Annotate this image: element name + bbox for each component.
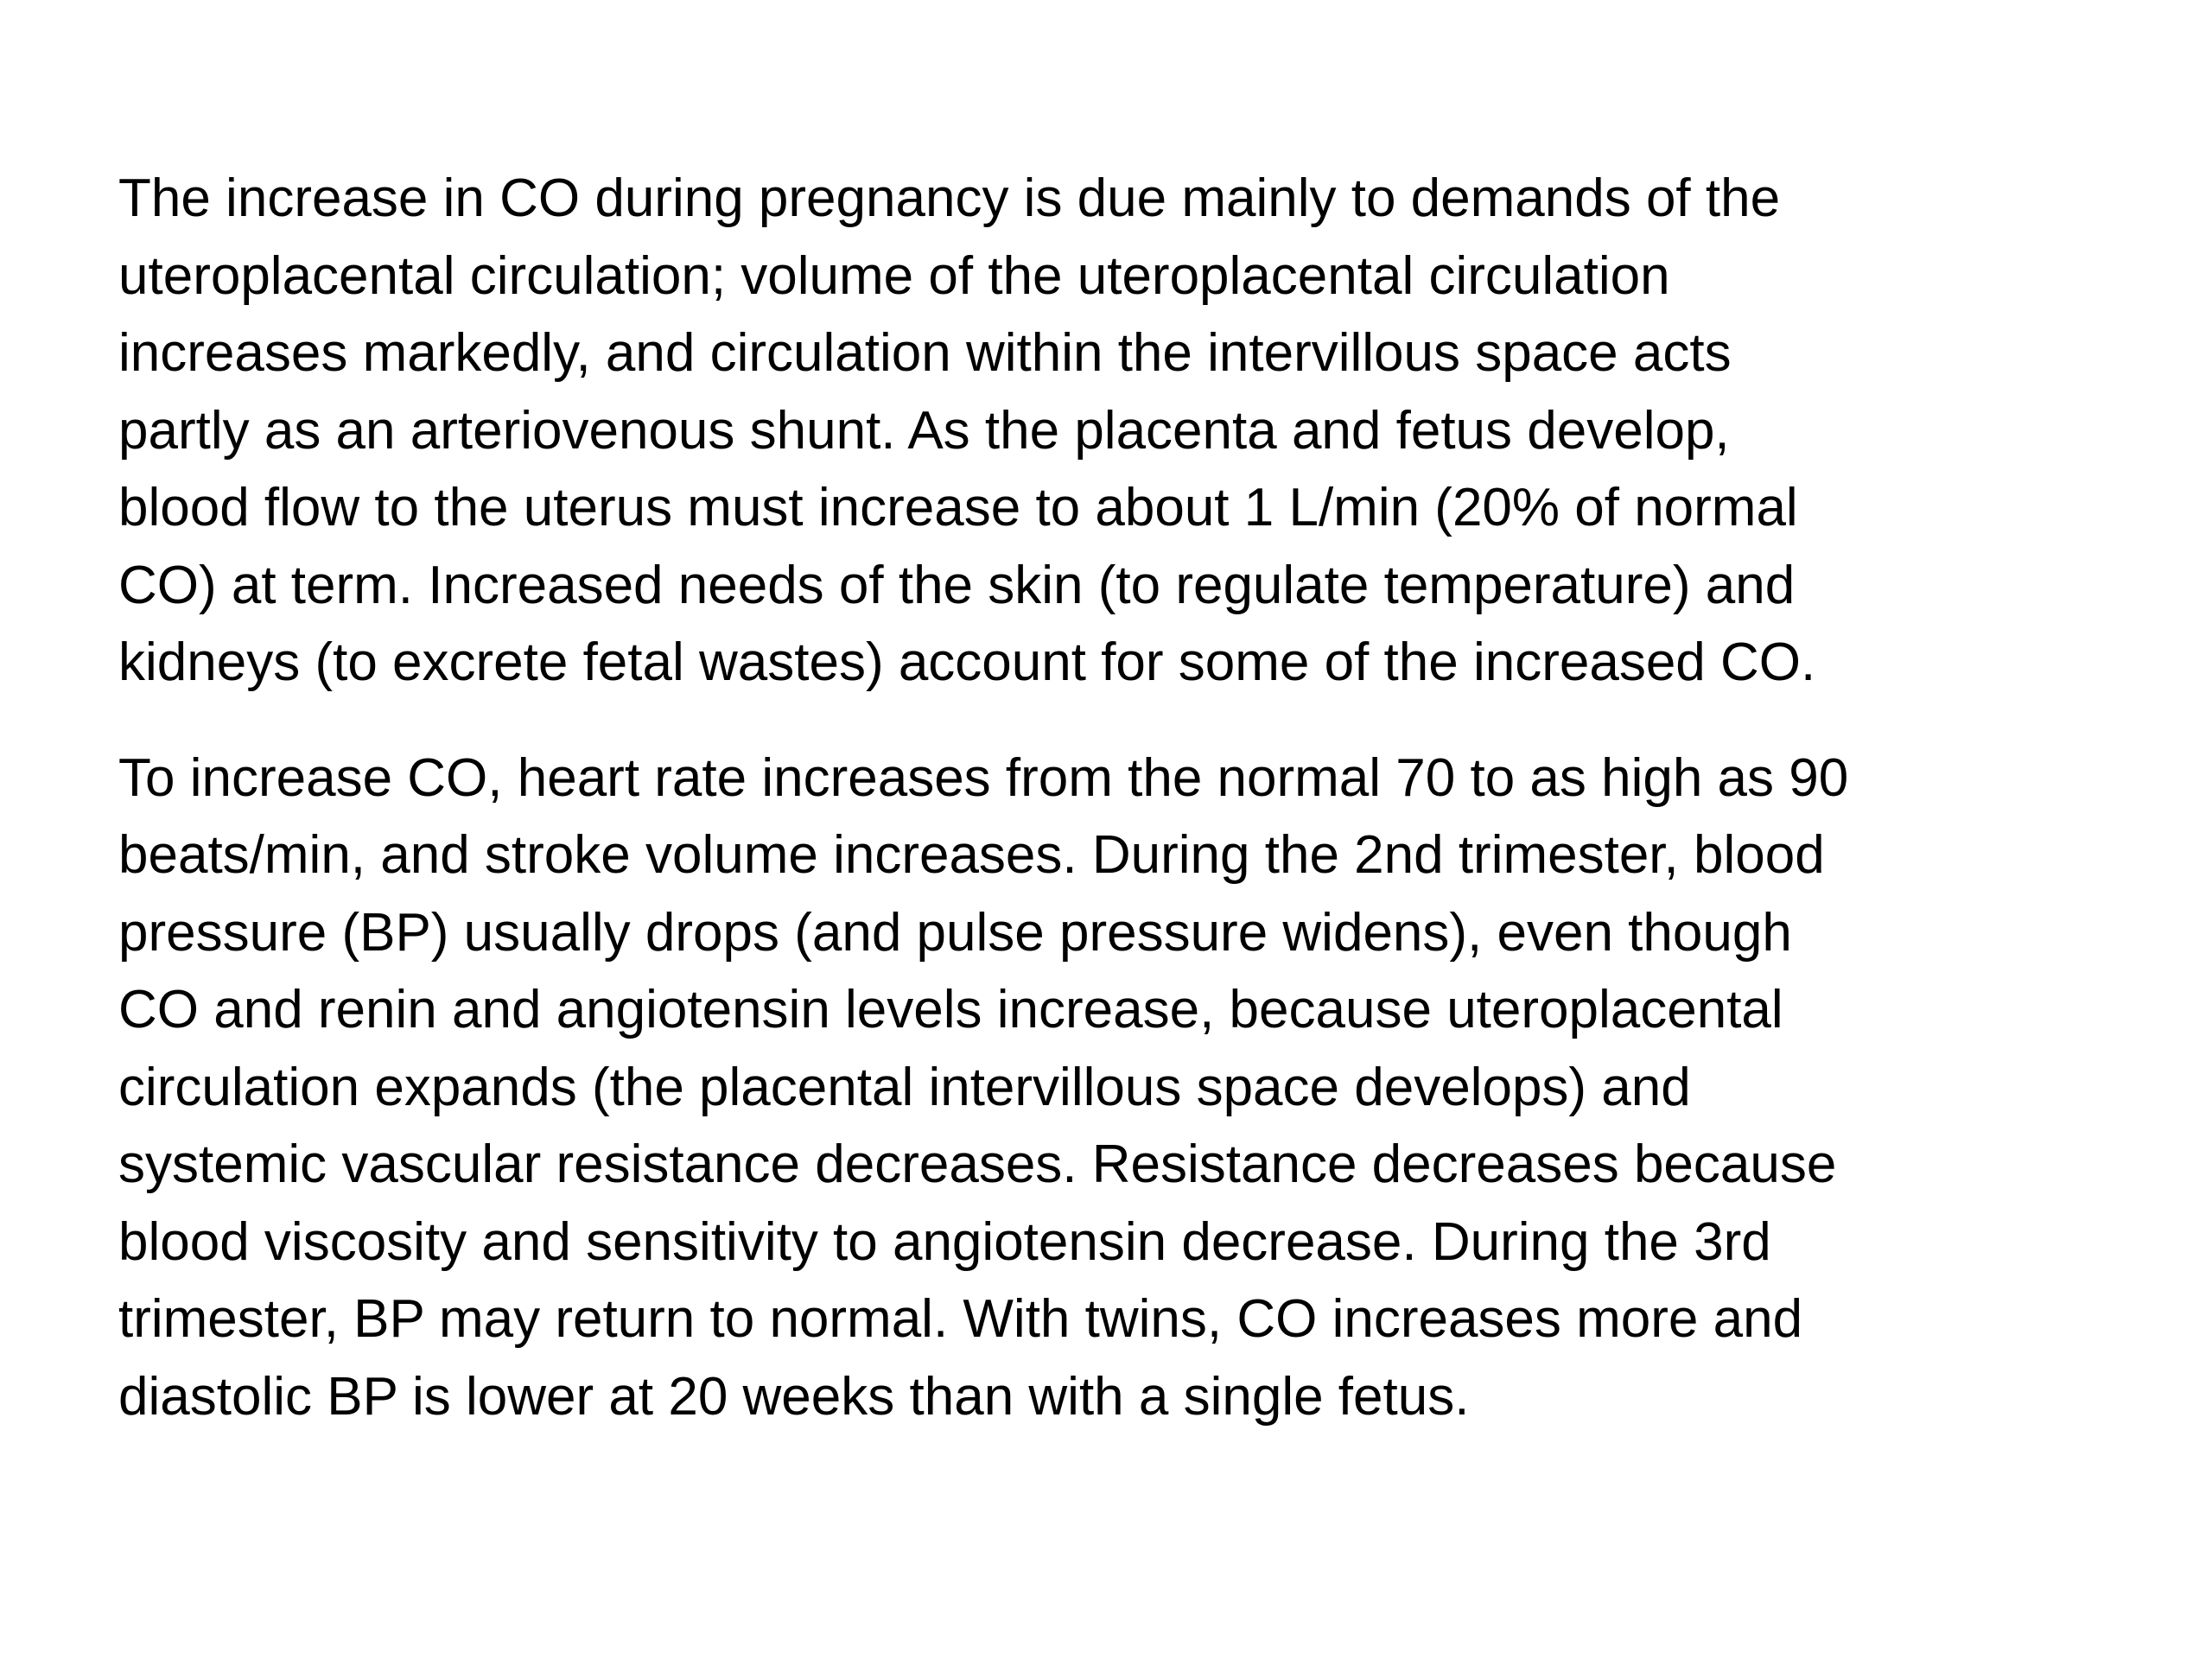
paragraph-blood-pressure-changes: To increase CO, heart rate increases fro… (118, 740, 2106, 1436)
text-line: pressure (BP) usually drops (and pulse p… (118, 902, 1792, 963)
text-line: kidneys (to excrete fetal wastes) accoun… (118, 632, 1816, 692)
text-line: blood viscosity and sensitivity to angio… (118, 1211, 1771, 1272)
text-line: CO and renin and angiotensin levels incr… (118, 980, 1783, 1039)
text-line: diastolic BP is lower at 20 weeks than w… (118, 1366, 1470, 1427)
paragraph-cardiac-output-demands: The increase in CO during pregnancy is d… (118, 160, 2106, 702)
text-line: To increase CO, heart rate increases fro… (118, 747, 1849, 808)
text-line: beats/min, and stroke volume increases. … (118, 825, 1825, 885)
text-line: systemic vascular resistance decreases. … (118, 1135, 1837, 1194)
text-line: increases markedly, and circulation with… (118, 323, 1732, 383)
text-line: trimester, BP may return to normal. With… (118, 1289, 1803, 1349)
text-line: CO) at term. Increased needs of the skin… (118, 555, 1796, 615)
text-line: blood flow to the uterus must increase t… (118, 478, 1798, 537)
text-line: uteroplacental circulation; volume of th… (118, 245, 1670, 306)
document-text-block: The increase in CO during pregnancy is d… (118, 160, 2106, 1435)
text-line: The increase in CO during pregnancy is d… (118, 168, 1781, 228)
text-line: partly as an arteriovenous shunt. As the… (118, 400, 1730, 461)
text-line: circulation expands (the placental inter… (118, 1057, 1691, 1117)
